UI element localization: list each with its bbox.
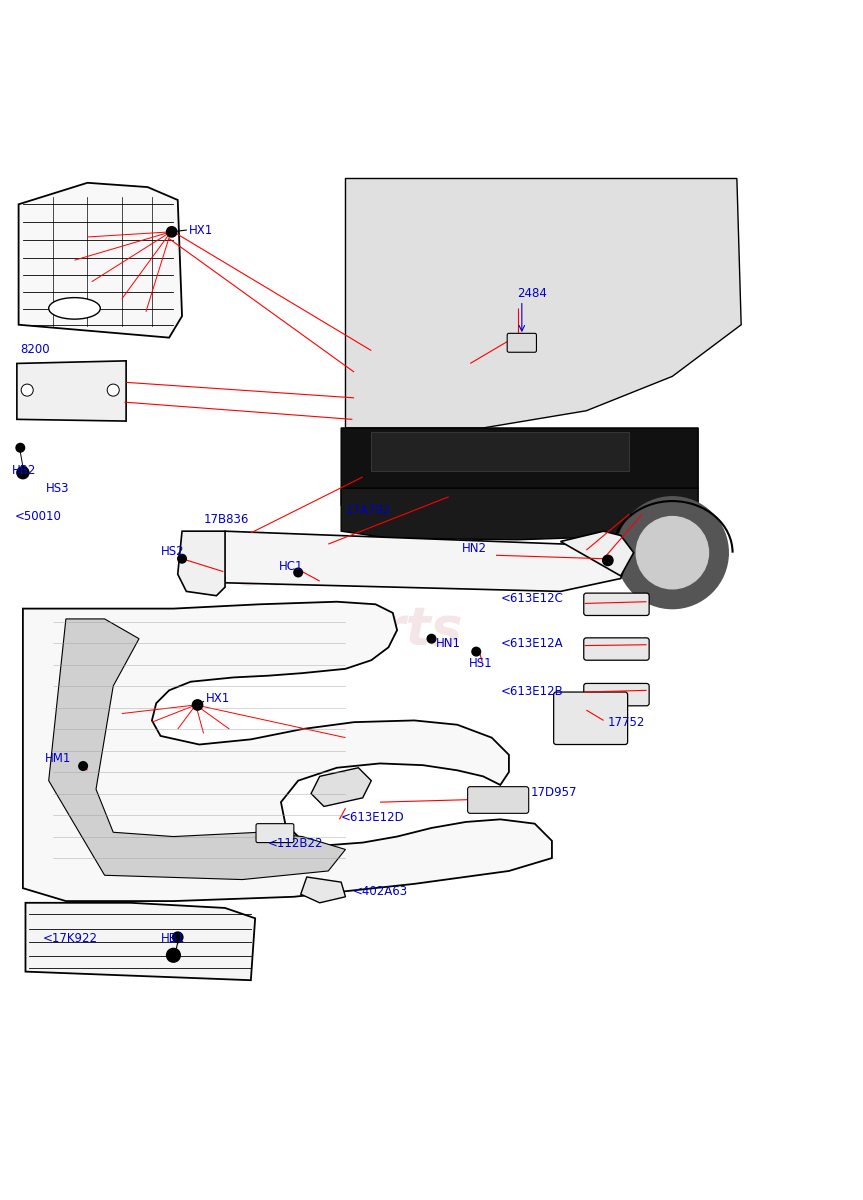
Text: HC1: HC1 bbox=[279, 560, 303, 572]
Text: <613E12B: <613E12B bbox=[501, 685, 563, 697]
Circle shape bbox=[602, 556, 613, 565]
Circle shape bbox=[79, 762, 87, 770]
Text: HS3: HS3 bbox=[46, 482, 70, 496]
FancyBboxPatch shape bbox=[507, 334, 537, 353]
Polygon shape bbox=[345, 179, 741, 428]
Text: <613E12C: <613E12C bbox=[501, 592, 564, 605]
FancyBboxPatch shape bbox=[468, 787, 529, 814]
Text: <613E12D: <613E12D bbox=[341, 811, 405, 824]
Circle shape bbox=[107, 384, 119, 396]
Text: HB1: HB1 bbox=[161, 931, 185, 944]
Text: 17752: 17752 bbox=[608, 715, 646, 728]
Text: HN2: HN2 bbox=[462, 542, 487, 554]
Circle shape bbox=[472, 647, 481, 656]
Text: HS1: HS1 bbox=[469, 658, 492, 670]
Text: HS2: HS2 bbox=[161, 545, 184, 558]
Circle shape bbox=[636, 516, 709, 589]
Circle shape bbox=[427, 635, 436, 643]
Circle shape bbox=[16, 444, 25, 452]
Text: HX1: HX1 bbox=[189, 223, 213, 236]
Text: <613E12A: <613E12A bbox=[501, 637, 563, 650]
Circle shape bbox=[17, 467, 29, 479]
Polygon shape bbox=[19, 182, 182, 337]
Polygon shape bbox=[341, 428, 698, 516]
FancyBboxPatch shape bbox=[554, 692, 627, 744]
Text: 8200: 8200 bbox=[21, 343, 50, 356]
Text: <50010: <50010 bbox=[15, 510, 61, 523]
FancyBboxPatch shape bbox=[256, 823, 294, 842]
Polygon shape bbox=[300, 877, 345, 902]
Circle shape bbox=[22, 384, 33, 396]
Text: 2484: 2484 bbox=[518, 287, 547, 300]
Polygon shape bbox=[17, 361, 126, 421]
Text: HB2: HB2 bbox=[12, 463, 36, 476]
Polygon shape bbox=[48, 619, 345, 880]
Text: 17D957: 17D957 bbox=[531, 786, 577, 799]
Circle shape bbox=[616, 497, 728, 608]
Text: <112B22: <112B22 bbox=[268, 836, 324, 850]
Circle shape bbox=[192, 700, 203, 710]
FancyBboxPatch shape bbox=[583, 638, 649, 660]
Polygon shape bbox=[23, 601, 552, 901]
Circle shape bbox=[167, 227, 177, 236]
Polygon shape bbox=[341, 488, 698, 540]
Text: 17A792: 17A792 bbox=[345, 504, 391, 517]
Text: HN1: HN1 bbox=[436, 637, 461, 650]
Circle shape bbox=[167, 948, 180, 962]
FancyBboxPatch shape bbox=[583, 593, 649, 616]
Text: HX1: HX1 bbox=[206, 691, 230, 704]
Polygon shape bbox=[26, 902, 255, 980]
Polygon shape bbox=[311, 768, 371, 806]
Polygon shape bbox=[371, 432, 629, 470]
Text: scuderia
car parts: scuderia car parts bbox=[195, 544, 462, 656]
Ellipse shape bbox=[48, 298, 100, 319]
Text: <17K922: <17K922 bbox=[42, 932, 98, 946]
FancyBboxPatch shape bbox=[583, 684, 649, 706]
Polygon shape bbox=[178, 532, 225, 595]
Polygon shape bbox=[221, 532, 629, 592]
Text: HM1: HM1 bbox=[44, 751, 71, 764]
Text: 17B836: 17B836 bbox=[204, 512, 249, 526]
Polygon shape bbox=[561, 532, 633, 576]
Circle shape bbox=[173, 932, 183, 942]
Circle shape bbox=[178, 554, 186, 563]
Text: <402A63: <402A63 bbox=[352, 886, 407, 898]
Circle shape bbox=[294, 568, 302, 577]
